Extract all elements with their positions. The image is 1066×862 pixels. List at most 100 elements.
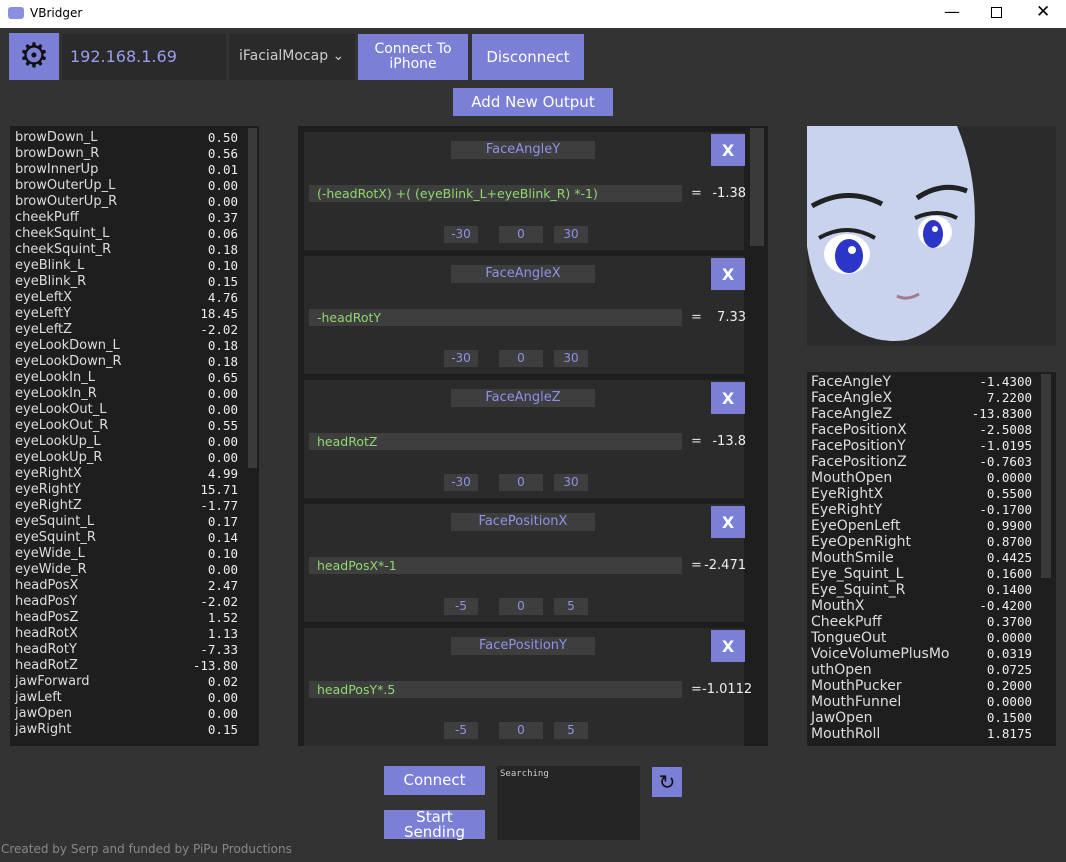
connect-iphone-button[interactable]: Connect To iPhone [358, 34, 468, 80]
input-value: 0.56 [207, 146, 238, 161]
param-name: CheekPuff [811, 614, 882, 630]
connect-button[interactable]: Connect [384, 766, 485, 795]
range-button[interactable]: 30 [554, 226, 588, 243]
source-dropdown[interactable]: iFacialMocap ⌄ [229, 34, 355, 80]
input-value: 0.00 [207, 178, 238, 193]
input-value: -2.02 [200, 594, 238, 609]
input-name: headPosZ [15, 610, 79, 625]
ip-field[interactable]: 192.168.1.69 [62, 34, 226, 80]
param-name: uthOpen [811, 662, 872, 678]
range-button[interactable]: -5 [444, 722, 478, 739]
disconnect-button[interactable]: Disconnect [472, 34, 584, 80]
input-name: cheekPuff [15, 210, 79, 225]
range-button[interactable]: 30 [554, 474, 588, 491]
param-name: FaceAngleZ [811, 406, 893, 422]
input-value: 0.10 [207, 258, 238, 273]
input-value: 0.00 [207, 194, 238, 209]
param-name: FacePositionX [811, 422, 907, 438]
remove-button[interactable]: X [711, 382, 745, 414]
param-name: VoiceVolumePlusMo [811, 646, 950, 662]
input-name: eyeSquint_R [15, 530, 96, 545]
input-name: jawOpen [15, 706, 72, 721]
remove-button[interactable]: X [711, 258, 745, 290]
output-card: FaceAngleY X (-headRotX) +( (eyeBlink_L+ey… [304, 132, 746, 250]
range-button[interactable]: -30 [444, 350, 478, 367]
input-name: eyeLookOut_L [15, 402, 107, 417]
param-name: MouthOpen [811, 470, 893, 486]
range-button[interactable]: 0 [499, 474, 543, 491]
input-value: -2.02 [200, 322, 238, 337]
param-value: 1.8175 [986, 726, 1032, 741]
equals-sign: = [691, 434, 702, 449]
param-value: 0.3700 [986, 614, 1032, 629]
result: -1.0112 [702, 682, 753, 697]
param-name: MouthX [811, 598, 865, 614]
param-name: Eye_Squint_R [811, 582, 906, 598]
expression-field[interactable]: headRotZ [309, 433, 682, 450]
input-value: 0.00 [207, 450, 238, 465]
add-output-button[interactable]: Add New Output [453, 88, 613, 116]
input-name: eyeLookDown_L [15, 338, 120, 353]
input-name: browOuterUp_R [15, 194, 118, 209]
app-icon [8, 7, 24, 19]
expression-field[interactable]: -headRotY [309, 309, 682, 326]
remove-button[interactable]: X [711, 134, 745, 166]
param-name: FacePositionZ [811, 454, 907, 470]
expression-field[interactable]: headPosX*-1 [309, 557, 682, 574]
param-name: MouthPucker [811, 678, 902, 694]
param-value: -0.1700 [979, 502, 1032, 517]
param-value: -2.5008 [979, 422, 1032, 437]
param-value: 0.0725 [986, 662, 1032, 677]
range-button[interactable]: -30 [444, 226, 478, 243]
range-button[interactable]: 0 [499, 598, 543, 615]
range-button[interactable]: -5 [444, 598, 478, 615]
minimize[interactable]: — [944, 2, 960, 21]
param-value: 0.2000 [986, 678, 1032, 693]
settings-button[interactable]: ⚙ [9, 33, 59, 80]
remove-button[interactable]: X [711, 506, 745, 538]
remove-button[interactable]: X [711, 630, 745, 662]
input-name: cheekSquint_R [15, 242, 112, 257]
input-value: 4.76 [207, 290, 238, 305]
title-bar: VBridger — ✕ [0, 0, 1066, 28]
input-value: 0.50 [207, 130, 238, 145]
expression-field[interactable]: headPosY*.5 [309, 681, 682, 698]
start-sending-button[interactable]: Start Sending [384, 809, 485, 839]
param-value: -1.4300 [979, 374, 1032, 389]
input-value: 15.71 [200, 482, 238, 497]
range-button[interactable]: -30 [444, 474, 478, 491]
input-list: browDown_L 0.50 browDown_R 0.56 browInnerUp 0… [10, 126, 259, 746]
equals-sign: = [691, 310, 702, 325]
range-button[interactable]: 0 [499, 226, 543, 243]
input-value: 0.37 [207, 210, 238, 225]
input-name: browDown_L [15, 130, 98, 145]
input-value: 0.01 [207, 162, 238, 177]
input-name: browInnerUp [15, 162, 99, 177]
param-value: 0.8700 [986, 534, 1032, 549]
range-button[interactable]: 5 [554, 722, 588, 739]
refresh-button[interactable]: ↻ [652, 767, 682, 797]
range-button[interactable]: 30 [554, 350, 588, 367]
param-name: MouthFunnel [811, 694, 902, 710]
avatar-preview [807, 126, 1056, 346]
param-value: 0.1500 [986, 710, 1032, 725]
input-name: jawLeft [15, 690, 62, 705]
param-name: FaceAngleX [811, 390, 893, 406]
range-button[interactable]: 0 [499, 350, 543, 367]
param-value: 7.2200 [986, 390, 1032, 405]
close[interactable]: ✕ [1036, 2, 1051, 22]
output-card: FaceAngleX X -headRotY = 7.33 -30 0 30 [304, 256, 746, 374]
param-value: 0.0000 [986, 630, 1032, 645]
input-value: 0.65 [207, 370, 238, 385]
result: -1.38 [712, 186, 746, 201]
param-name: Eye_Squint_L [811, 566, 904, 582]
input-name: headPosX [15, 578, 79, 593]
maximize[interactable] [991, 7, 1002, 18]
range-button[interactable]: 0 [499, 722, 543, 739]
input-name: eyeBlink_L [15, 258, 85, 273]
range-button[interactable]: 5 [554, 598, 588, 615]
input-name: eyeBlink_R [15, 274, 87, 289]
input-value: 0.14 [207, 530, 238, 545]
expression-field[interactable]: (-headRotX) +( (eyeBlink_L+eyeBlink_R) *… [309, 185, 682, 202]
